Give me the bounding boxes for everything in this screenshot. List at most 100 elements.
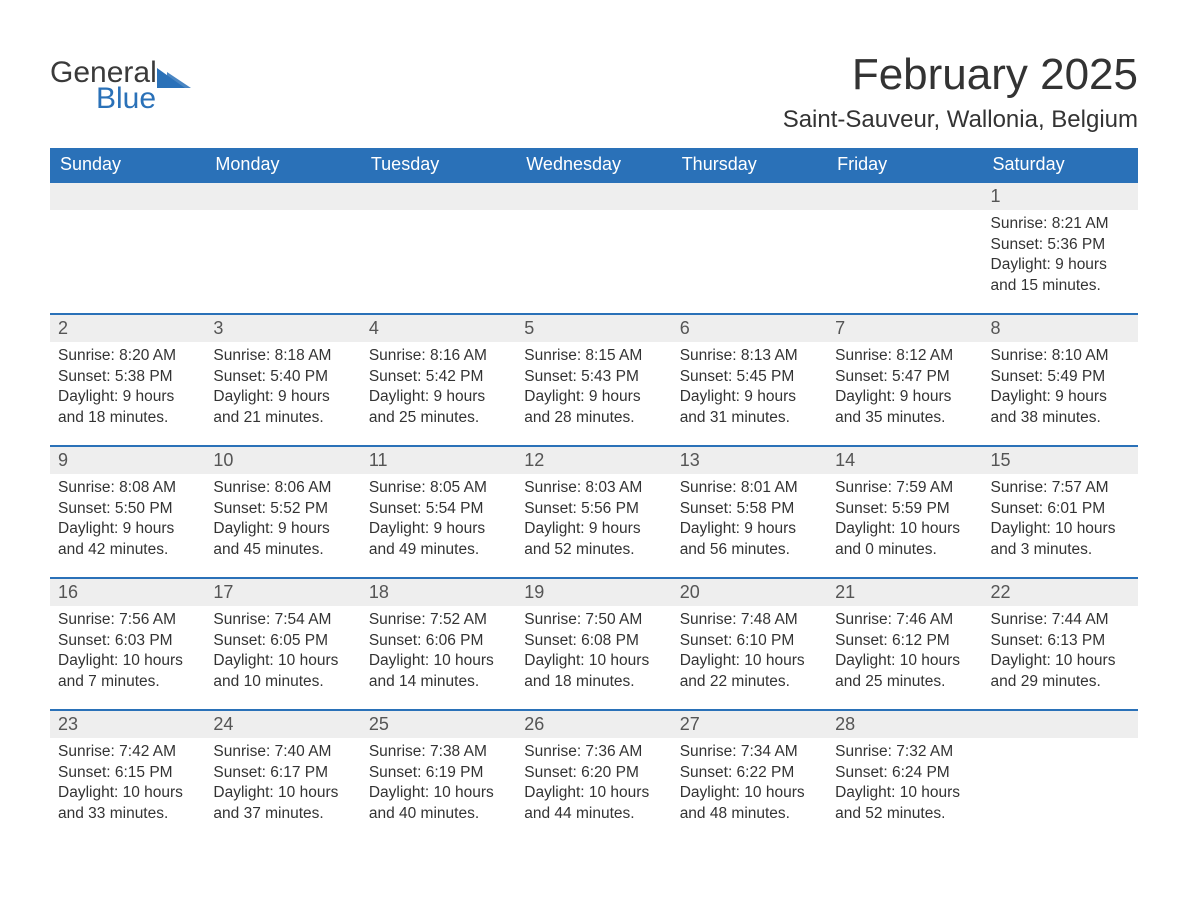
sunset-line: Sunset: 6:19 PM	[369, 763, 508, 783]
daylight-line: Daylight: 10 hours and 48 minutes.	[680, 783, 819, 824]
day-number	[50, 181, 205, 210]
daylight-line: Daylight: 10 hours and 22 minutes.	[680, 651, 819, 692]
daylight-line: Daylight: 10 hours and 0 minutes.	[835, 519, 974, 560]
sunset-line: Sunset: 5:42 PM	[369, 367, 508, 387]
day-number: 10	[205, 445, 360, 474]
calendar-empty-cell	[50, 181, 205, 313]
location-subtitle: Saint-Sauveur, Wallonia, Belgium	[783, 106, 1138, 134]
calendar-day-cell: 13Sunrise: 8:01 AMSunset: 5:58 PMDayligh…	[672, 445, 827, 577]
sunrise-line: Sunrise: 8:18 AM	[213, 346, 352, 366]
sunset-line: Sunset: 5:54 PM	[369, 499, 508, 519]
sunrise-line: Sunrise: 7:34 AM	[680, 742, 819, 762]
calendar-day-cell: 22Sunrise: 7:44 AMSunset: 6:13 PMDayligh…	[983, 577, 1138, 709]
day-number: 21	[827, 577, 982, 606]
daylight-line: Daylight: 9 hours and 28 minutes.	[524, 387, 663, 428]
daylight-line: Daylight: 9 hours and 35 minutes.	[835, 387, 974, 428]
day-details: Sunrise: 8:13 AMSunset: 5:45 PMDaylight:…	[672, 342, 827, 436]
daylight-line: Daylight: 10 hours and 7 minutes.	[58, 651, 197, 692]
daylight-line: Daylight: 10 hours and 3 minutes.	[991, 519, 1130, 560]
logo-wordmark: General Blue	[50, 58, 191, 114]
day-number	[205, 181, 360, 210]
day-number: 26	[516, 709, 671, 738]
day-details: Sunrise: 7:54 AMSunset: 6:05 PMDaylight:…	[205, 606, 360, 700]
calendar-day-cell: 3Sunrise: 8:18 AMSunset: 5:40 PMDaylight…	[205, 313, 360, 445]
day-number: 9	[50, 445, 205, 474]
day-number: 12	[516, 445, 671, 474]
sunrise-line: Sunrise: 7:56 AM	[58, 610, 197, 630]
calendar-empty-cell	[205, 181, 360, 313]
day-details: Sunrise: 7:38 AMSunset: 6:19 PMDaylight:…	[361, 738, 516, 832]
day-details: Sunrise: 8:15 AMSunset: 5:43 PMDaylight:…	[516, 342, 671, 436]
day-number: 23	[50, 709, 205, 738]
sunset-line: Sunset: 5:43 PM	[524, 367, 663, 387]
calendar-day-cell: 19Sunrise: 7:50 AMSunset: 6:08 PMDayligh…	[516, 577, 671, 709]
daylight-line: Daylight: 9 hours and 42 minutes.	[58, 519, 197, 560]
day-number: 17	[205, 577, 360, 606]
calendar-week-row: 16Sunrise: 7:56 AMSunset: 6:03 PMDayligh…	[50, 577, 1138, 709]
day-details: Sunrise: 7:50 AMSunset: 6:08 PMDaylight:…	[516, 606, 671, 700]
sunset-line: Sunset: 6:01 PM	[991, 499, 1130, 519]
sunset-line: Sunset: 5:38 PM	[58, 367, 197, 387]
calendar-day-cell: 8Sunrise: 8:10 AMSunset: 5:49 PMDaylight…	[983, 313, 1138, 445]
day-number: 2	[50, 313, 205, 342]
day-number	[983, 709, 1138, 738]
calendar-week-row: 9Sunrise: 8:08 AMSunset: 5:50 PMDaylight…	[50, 445, 1138, 577]
calendar-day-cell: 28Sunrise: 7:32 AMSunset: 6:24 PMDayligh…	[827, 709, 982, 841]
calendar-day-cell: 23Sunrise: 7:42 AMSunset: 6:15 PMDayligh…	[50, 709, 205, 841]
sunset-line: Sunset: 6:06 PM	[369, 631, 508, 651]
day-number: 24	[205, 709, 360, 738]
sunset-line: Sunset: 5:36 PM	[991, 235, 1130, 255]
day-number: 7	[827, 313, 982, 342]
daylight-line: Daylight: 9 hours and 25 minutes.	[369, 387, 508, 428]
sunrise-line: Sunrise: 8:06 AM	[213, 478, 352, 498]
day-number: 1	[983, 181, 1138, 210]
weekday-header: Friday	[827, 148, 982, 181]
daylight-line: Daylight: 10 hours and 18 minutes.	[524, 651, 663, 692]
sunset-line: Sunset: 5:45 PM	[680, 367, 819, 387]
daylight-line: Daylight: 9 hours and 45 minutes.	[213, 519, 352, 560]
weekday-header: Saturday	[983, 148, 1138, 181]
sunrise-line: Sunrise: 8:05 AM	[369, 478, 508, 498]
day-details: Sunrise: 8:10 AMSunset: 5:49 PMDaylight:…	[983, 342, 1138, 436]
day-details: Sunrise: 7:59 AMSunset: 5:59 PMDaylight:…	[827, 474, 982, 568]
daylight-line: Daylight: 10 hours and 10 minutes.	[213, 651, 352, 692]
day-number: 8	[983, 313, 1138, 342]
day-details: Sunrise: 7:52 AMSunset: 6:06 PMDaylight:…	[361, 606, 516, 700]
daylight-line: Daylight: 9 hours and 15 minutes.	[991, 255, 1130, 296]
sunset-line: Sunset: 6:13 PM	[991, 631, 1130, 651]
sunrise-line: Sunrise: 8:03 AM	[524, 478, 663, 498]
sunrise-line: Sunrise: 8:16 AM	[369, 346, 508, 366]
daylight-line: Daylight: 10 hours and 14 minutes.	[369, 651, 508, 692]
page-header: General Blue February 2025 Saint-Sauveur…	[50, 50, 1138, 134]
sunset-line: Sunset: 6:15 PM	[58, 763, 197, 783]
day-details: Sunrise: 7:34 AMSunset: 6:22 PMDaylight:…	[672, 738, 827, 832]
logo: General Blue	[50, 50, 191, 114]
daylight-line: Daylight: 10 hours and 37 minutes.	[213, 783, 352, 824]
calendar-empty-cell	[516, 181, 671, 313]
day-details: Sunrise: 7:36 AMSunset: 6:20 PMDaylight:…	[516, 738, 671, 832]
day-number: 16	[50, 577, 205, 606]
sunset-line: Sunset: 5:49 PM	[991, 367, 1130, 387]
calendar-day-cell: 9Sunrise: 8:08 AMSunset: 5:50 PMDaylight…	[50, 445, 205, 577]
weekday-header: Wednesday	[516, 148, 671, 181]
sunset-line: Sunset: 6:22 PM	[680, 763, 819, 783]
day-details: Sunrise: 8:16 AMSunset: 5:42 PMDaylight:…	[361, 342, 516, 436]
daylight-line: Daylight: 9 hours and 49 minutes.	[369, 519, 508, 560]
weekday-header: Sunday	[50, 148, 205, 181]
daylight-line: Daylight: 10 hours and 33 minutes.	[58, 783, 197, 824]
sunset-line: Sunset: 6:17 PM	[213, 763, 352, 783]
calendar-page: General Blue February 2025 Saint-Sauveur…	[0, 0, 1188, 881]
daylight-line: Daylight: 9 hours and 31 minutes.	[680, 387, 819, 428]
calendar-day-cell: 21Sunrise: 7:46 AMSunset: 6:12 PMDayligh…	[827, 577, 982, 709]
sunset-line: Sunset: 5:50 PM	[58, 499, 197, 519]
sunrise-line: Sunrise: 8:01 AM	[680, 478, 819, 498]
sunrise-line: Sunrise: 7:38 AM	[369, 742, 508, 762]
sunset-line: Sunset: 6:24 PM	[835, 763, 974, 783]
logo-triangle-icon	[157, 66, 191, 88]
day-details: Sunrise: 8:21 AMSunset: 5:36 PMDaylight:…	[983, 210, 1138, 304]
sunset-line: Sunset: 6:08 PM	[524, 631, 663, 651]
calendar-day-cell: 10Sunrise: 8:06 AMSunset: 5:52 PMDayligh…	[205, 445, 360, 577]
day-number: 19	[516, 577, 671, 606]
sunset-line: Sunset: 5:47 PM	[835, 367, 974, 387]
daylight-line: Daylight: 10 hours and 40 minutes.	[369, 783, 508, 824]
